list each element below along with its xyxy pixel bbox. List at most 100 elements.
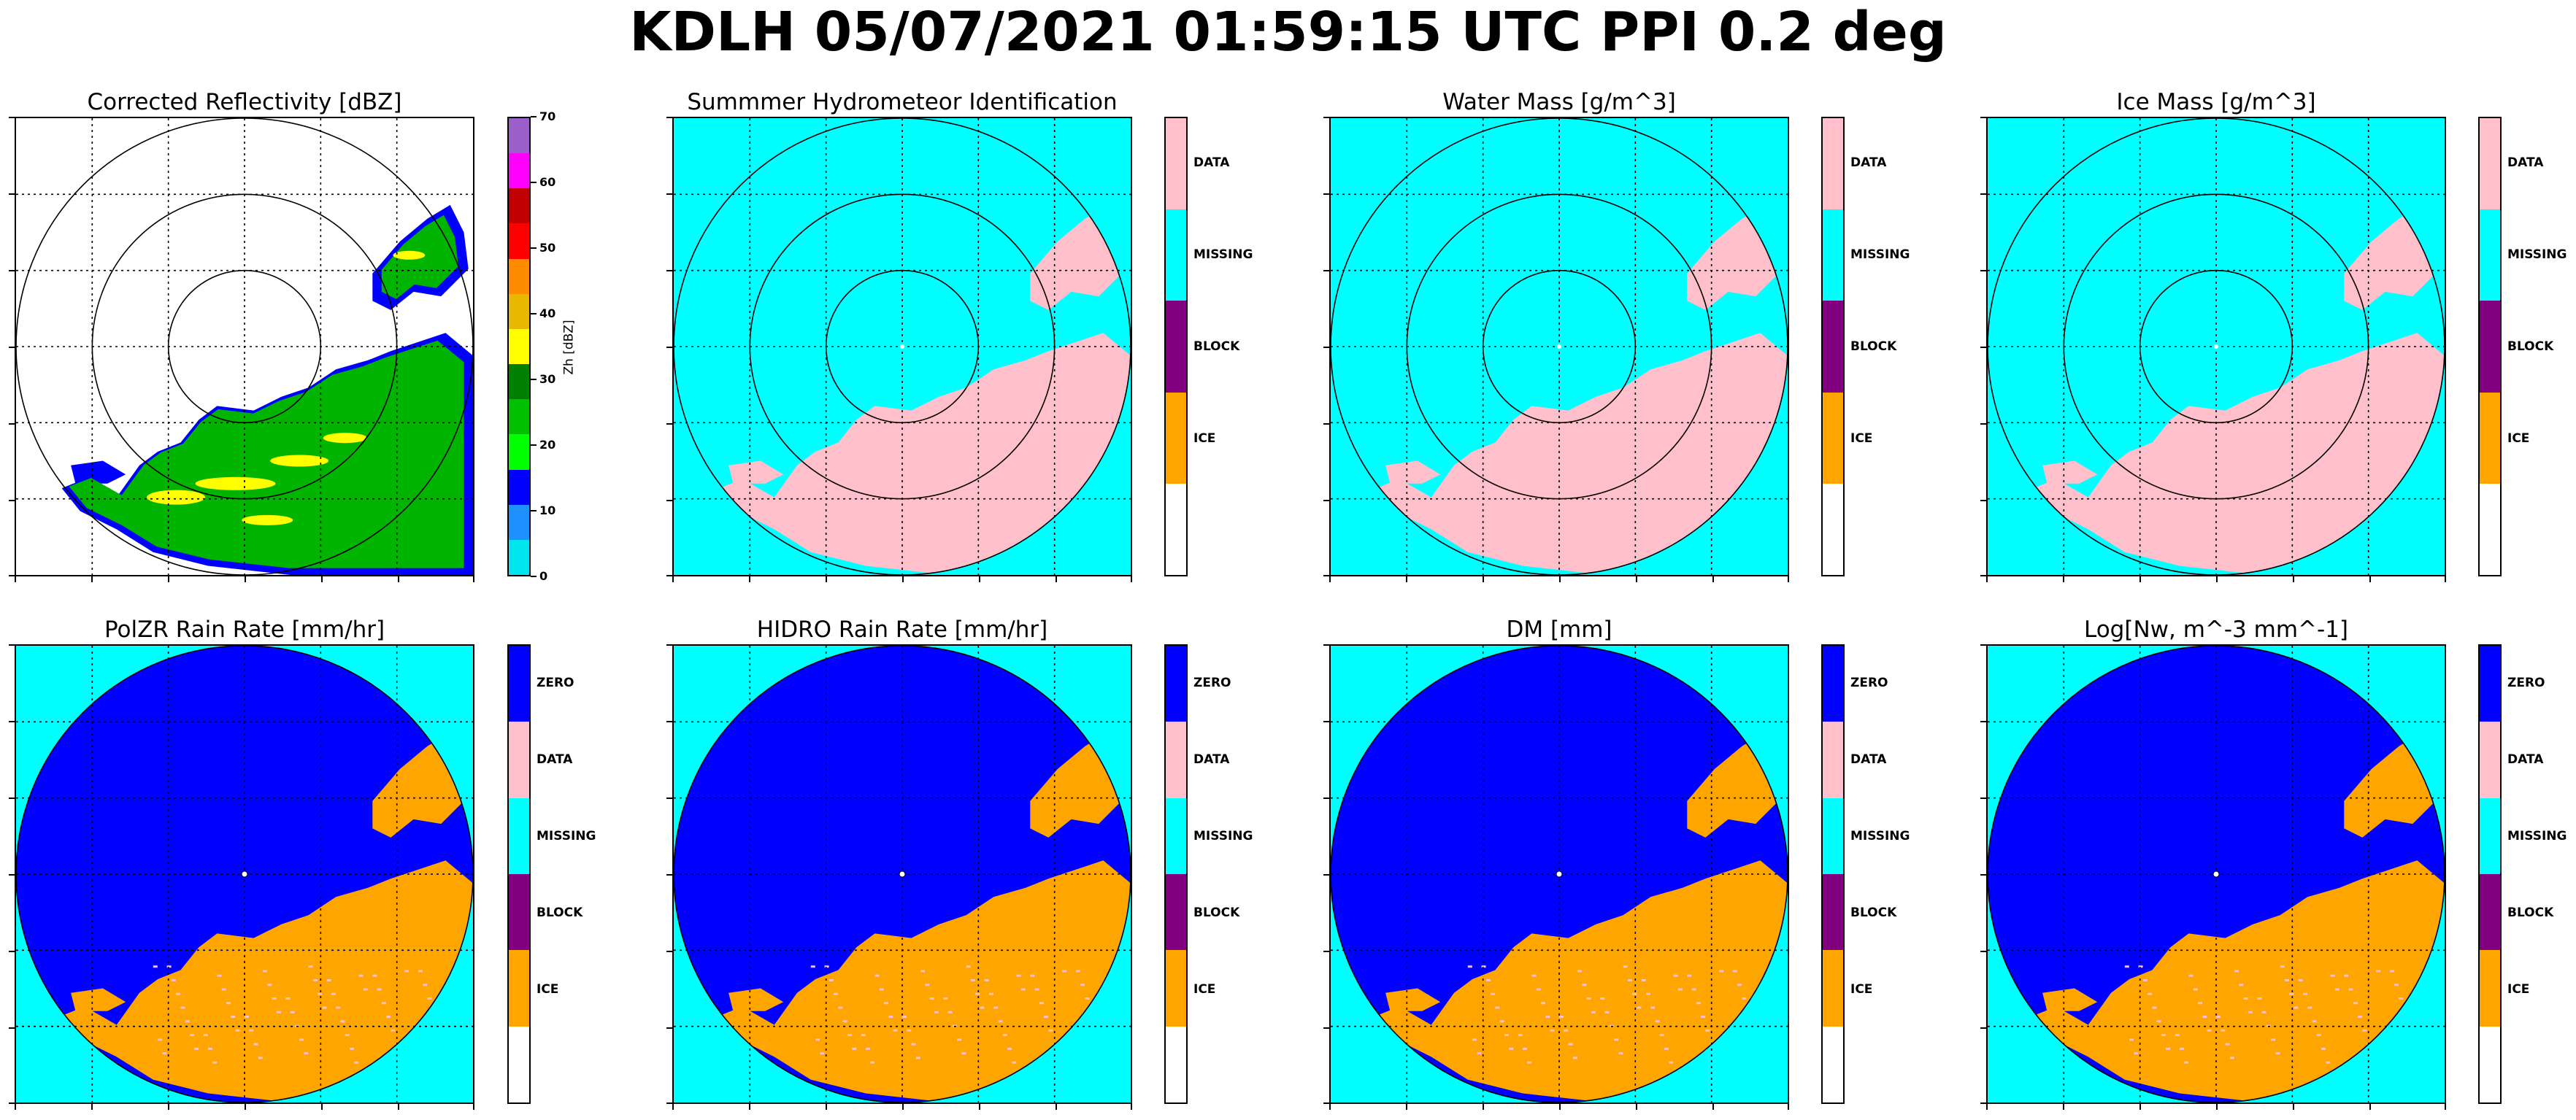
data-speckle: [988, 992, 993, 995]
data-speckle: [194, 1047, 199, 1050]
colorbar-segment: [509, 188, 529, 225]
colorbar-ice-mass: [2478, 117, 2502, 576]
axis-tick: [1323, 347, 1329, 348]
data-speckle: [158, 1038, 163, 1041]
data-speckle: [1039, 1002, 1044, 1005]
axis-tick: [9, 193, 15, 195]
colorbar-tick-label: 60: [539, 175, 556, 189]
data-speckle: [404, 970, 410, 973]
ppi-svg: [16, 646, 473, 1102]
data-speckle: [1673, 974, 1678, 977]
axis-tick: [91, 1104, 93, 1110]
colorbar-segment: [1166, 392, 1186, 484]
colorbar-segment: [1166, 950, 1186, 1027]
data-speckle: [980, 1006, 985, 1009]
data-speckle: [2302, 992, 2307, 995]
data-speckle: [1048, 1029, 1053, 1032]
axis-tick: [1323, 117, 1329, 118]
radar-site-marker: [1557, 344, 1561, 349]
data-speckle: [180, 1006, 185, 1009]
colorbar-segment: [2480, 646, 2500, 723]
axis-tick: [1788, 576, 1789, 582]
colorbar-dm: [1821, 644, 1845, 1104]
axis-tick: [666, 423, 672, 425]
colorbar-segment: [2480, 874, 2500, 951]
axis-tick: [321, 576, 323, 582]
axis-tick: [2369, 576, 2371, 582]
data-speckle: [2399, 997, 2404, 1000]
axis-tick: [398, 576, 399, 582]
data-speckle: [354, 1061, 359, 1064]
data-speckle: [1536, 988, 1541, 991]
axis-tick: [1980, 951, 1986, 952]
axis-tick: [1980, 117, 1986, 118]
data-speckle: [2316, 1034, 2321, 1037]
axis-tick: [2369, 1104, 2371, 1110]
colorbar-class-label: DATA: [2507, 155, 2544, 170]
data-speckle: [874, 974, 880, 977]
data-speckle: [1637, 1006, 1642, 1009]
data-speckle: [2298, 978, 2303, 981]
data-speckle: [861, 1034, 866, 1037]
colorbar-hidro: [1164, 644, 1188, 1104]
data-speckle: [1591, 1011, 1596, 1013]
colorbar-segment: [1166, 797, 1186, 875]
data-speckle: [1719, 970, 1724, 973]
axis-tick: [672, 1104, 674, 1110]
data-speckle: [975, 992, 980, 995]
data-speckle: [947, 1011, 953, 1013]
data-speckle: [162, 1052, 167, 1055]
data-speckle: [1687, 974, 1692, 977]
colorbar-segment: [1823, 874, 1843, 951]
echo-core: [195, 476, 276, 490]
data-speckle: [1495, 1006, 1500, 1009]
data-speckle: [1559, 1016, 1564, 1019]
axis-tick: [1980, 347, 1986, 348]
data-speckle: [340, 1020, 345, 1023]
data-speckle: [824, 965, 829, 968]
data-speckle: [381, 1002, 386, 1005]
axis-tick: [666, 721, 672, 722]
data-speckle: [331, 992, 336, 995]
colorbar-tick-label: 20: [539, 438, 556, 452]
axis-tick: [1636, 576, 1637, 582]
axis-tick: [168, 576, 169, 582]
data-speckle: [1472, 1038, 1477, 1041]
data-speckle: [2225, 1043, 2230, 1046]
axis-tick: [1131, 576, 1132, 582]
radar-site-marker: [899, 870, 906, 878]
data-speckle: [1504, 1034, 1509, 1037]
axis-tick: [666, 644, 672, 646]
colorbar-segment: [2480, 722, 2500, 799]
axis-tick: [9, 721, 15, 722]
data-speckle: [1518, 1034, 1523, 1037]
axis-tick: [2216, 1104, 2218, 1110]
data-speckle: [925, 984, 930, 986]
axis-tick: [9, 347, 15, 348]
axis-tick: [749, 576, 750, 582]
data-region: [1376, 333, 1788, 575]
data-speckle: [2179, 1047, 2184, 1050]
ppi-svg: [1331, 646, 1788, 1102]
data-speckle: [1705, 1029, 1710, 1032]
axis-tick: [1980, 721, 1986, 722]
axis-tick: [666, 797, 672, 799]
axis-tick: [1323, 951, 1329, 952]
colorbar-segment: [1823, 209, 1843, 302]
data-speckle: [263, 970, 268, 973]
data-speckle: [870, 1061, 875, 1064]
data-speckle: [2243, 997, 2248, 1000]
data-speckle: [1545, 1016, 1550, 1019]
axis-tick: [9, 270, 15, 271]
axis-tick: [9, 117, 15, 118]
colorbar-segment: [509, 539, 529, 575]
data-speckle: [2334, 988, 2339, 991]
ice-region: [61, 860, 473, 1102]
axis-tick: [1559, 1104, 1561, 1110]
colorbar-tick-label: 0: [539, 569, 548, 583]
data-speckle: [1645, 992, 1650, 995]
axis-tick: [1329, 576, 1331, 582]
axis-tick: [1636, 1104, 1637, 1110]
data-speckle: [828, 978, 834, 981]
data-speckle: [966, 965, 971, 968]
